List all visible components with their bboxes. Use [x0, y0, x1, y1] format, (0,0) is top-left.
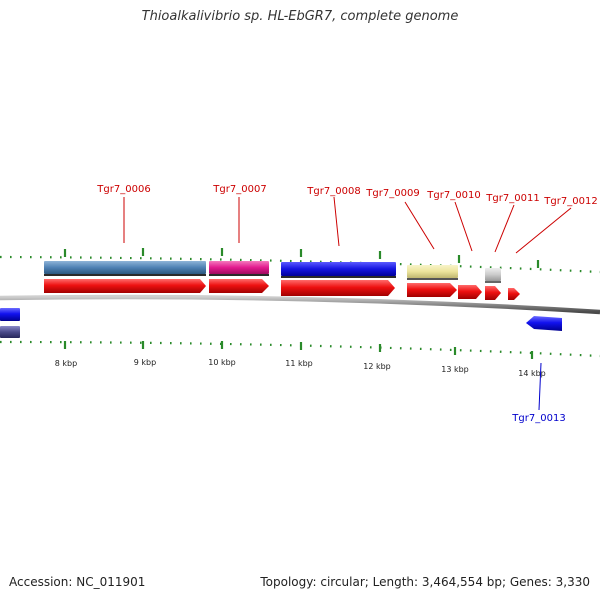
- scale-labels: 8 kbp 9 kbp 10 kbp 11 kbp 12 kbp 13 kbp …: [55, 358, 546, 378]
- scale-label-9kbp: 9 kbp: [134, 358, 156, 367]
- cog-bar-tgr7-0008[interactable]: [281, 262, 396, 276]
- bottom-label-leader: [538, 362, 542, 411]
- gene-label-tgr7-0013[interactable]: Tgr7_0013: [511, 413, 565, 424]
- forward-strand-genes: [44, 279, 520, 300]
- page-title: Thioalkalivibrio sp. HL-EbGR7, complete …: [141, 9, 459, 24]
- reverse-strand-genes: [0, 308, 562, 331]
- scale-label-12kbp: 12 kbp: [363, 362, 391, 371]
- scale-label-10kbp: 10 kbp: [208, 358, 236, 367]
- scale-label-14kbp: 14 kbp: [518, 369, 546, 378]
- outer-tick-track: [0, 255, 600, 274]
- footer-accession: Accession: NC_011901: [9, 575, 146, 589]
- reverse-gene-left-edge[interactable]: [0, 308, 20, 321]
- cog-bar-tgr7-0011[interactable]: [485, 268, 501, 281]
- gene-label-tgr7-0012[interactable]: Tgr7_0012: [543, 196, 597, 207]
- forward-gene-tgr7-0009[interactable]: [407, 283, 457, 297]
- forward-gene-tgr7-0008[interactable]: [281, 280, 395, 296]
- gene-label-tgr7-0010[interactable]: Tgr7_0010: [426, 190, 480, 201]
- cog-bar-tgr7-0007[interactable]: [209, 261, 269, 274]
- forward-gene-tgr7-0010[interactable]: [458, 285, 482, 299]
- cog-bar-left-edge[interactable]: [0, 326, 20, 338]
- gene-label-tgr7-0008[interactable]: Tgr7_0008: [306, 186, 360, 197]
- forward-gene-tgr7-0006[interactable]: [44, 279, 206, 293]
- forward-gene-tgr7-0007[interactable]: [209, 279, 269, 293]
- reverse-gene-tgr7-0013[interactable]: [526, 316, 562, 331]
- forward-gene-tgr7-0012[interactable]: [508, 288, 520, 300]
- genome-backbone: [0, 294, 600, 315]
- inner-major-ticks: [63, 341, 534, 359]
- forward-gene-tgr7-0011[interactable]: [485, 286, 501, 300]
- scale-label-8kbp: 8 kbp: [55, 359, 77, 368]
- cog-gene-track: [0, 261, 501, 338]
- gene-label-tgr7-0007[interactable]: Tgr7_0007: [212, 184, 266, 195]
- scale-label-13kbp: 13 kbp: [441, 365, 469, 374]
- gene-label-tgr7-0009[interactable]: Tgr7_0009: [365, 188, 419, 199]
- gene-label-tgr7-0006[interactable]: Tgr7_0006: [96, 184, 150, 195]
- scale-label-11kbp: 11 kbp: [285, 359, 313, 368]
- cog-bar-tgr7-0009[interactable]: [407, 265, 458, 278]
- outer-major-ticks: [63, 248, 540, 268]
- top-label-leaders: [123, 196, 572, 254]
- gene-label-tgr7-0011[interactable]: Tgr7_0011: [485, 193, 539, 204]
- cog-bar-tgr7-0006[interactable]: [44, 261, 206, 274]
- top-gene-labels: Tgr7_0006 Tgr7_0007 Tgr7_0008 Tgr7_0009 …: [96, 184, 597, 207]
- footer-topology: Topology: circular; Length: 3,464,554 bp…: [260, 575, 590, 589]
